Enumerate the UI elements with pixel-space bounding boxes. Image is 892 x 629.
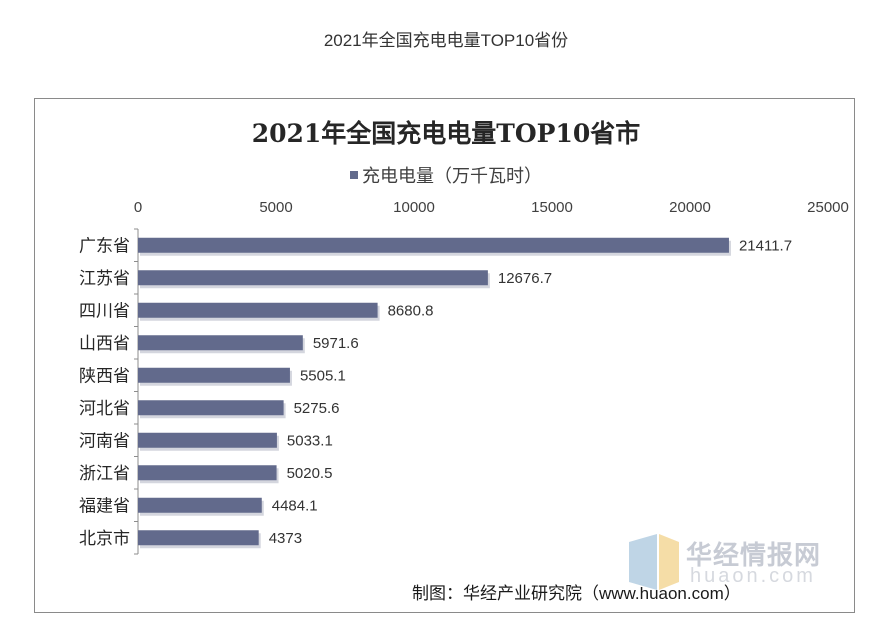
- data-label: 5033.1: [287, 432, 333, 449]
- data-label: 5020.5: [287, 465, 333, 482]
- category-label: 广东省: [79, 236, 130, 255]
- axis-layer: 0 5000 10000 15000 20000 25000 广东省江苏省四川省山西省陕西省…: [79, 199, 849, 555]
- category-label: 河北省: [79, 399, 130, 418]
- chart-title: 2021年全国充电电量TOP10省市: [251, 119, 641, 148]
- page-title: 2021年全国充电电量TOP10省份: [323, 31, 569, 50]
- data-label: 4484.1: [272, 497, 318, 514]
- bar: [138, 432, 277, 448]
- watermark-subtext: huaon.com: [690, 565, 816, 587]
- category-label: 北京市: [79, 529, 130, 548]
- bar-layer: 21411.7 12676.7 8680.8 5971.6 5505.1 5275.6 50…: [138, 237, 792, 549]
- legend: 充电电量（万千瓦时）: [0, 162, 892, 188]
- bar: [138, 335, 303, 351]
- watermark-text: 华经情报网: [686, 540, 822, 570]
- bar: [138, 530, 259, 546]
- x-tick-label: 25000: [807, 199, 849, 216]
- x-tick-label: 0: [134, 199, 142, 216]
- category-label: 江苏省: [79, 269, 130, 288]
- data-label: 5275.6: [294, 400, 340, 417]
- x-tick-label: 20000: [669, 199, 711, 216]
- watermark-logo-icon: [629, 534, 679, 590]
- legend-swatch: [350, 171, 358, 180]
- bar: [138, 497, 262, 513]
- source-note: 制图：华经产业研究院（www.huaon.com）: [412, 584, 741, 603]
- category-label: 河南省: [79, 431, 130, 450]
- bar: [138, 237, 729, 253]
- x-tick-label: 10000: [393, 199, 435, 216]
- category-label: 福建省: [79, 496, 130, 515]
- data-label: 8680.8: [388, 302, 434, 319]
- category-label: 陕西省: [79, 366, 130, 385]
- data-label: 5505.1: [300, 367, 346, 384]
- x-tick-label: 15000: [531, 199, 573, 216]
- bar: [138, 465, 277, 481]
- chart-frame: [34, 98, 855, 613]
- data-label: 4373: [269, 530, 302, 547]
- data-label: 21411.7: [739, 237, 792, 254]
- category-label: 山西省: [79, 334, 130, 353]
- x-tick-label: 5000: [259, 199, 292, 216]
- category-label: 四川省: [79, 301, 130, 320]
- bar: [138, 400, 284, 416]
- bar: [138, 302, 378, 318]
- bar: [138, 367, 290, 383]
- data-label: 5971.6: [313, 335, 359, 352]
- bar: [138, 270, 488, 286]
- data-label: 12676.7: [498, 270, 552, 287]
- legend-label: 充电电量（万千瓦时）: [362, 166, 542, 186]
- category-label: 浙江省: [79, 464, 130, 483]
